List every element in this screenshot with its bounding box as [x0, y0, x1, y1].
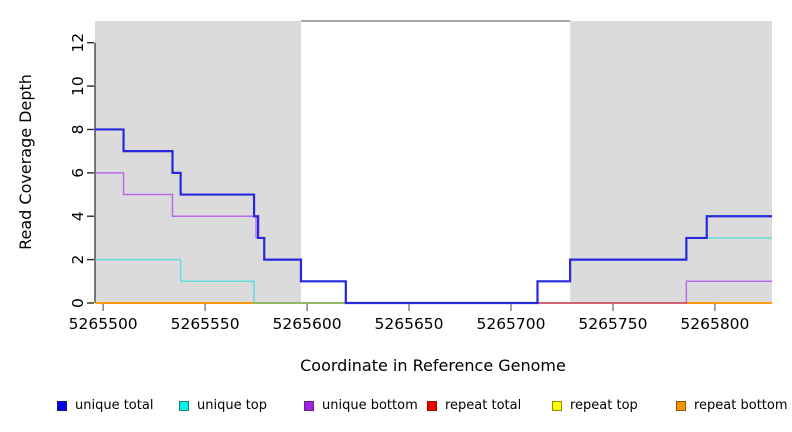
x-tick-label: 5265600	[273, 315, 342, 333]
repeat-total-swatch-icon	[427, 401, 437, 411]
y-axis-title: Read Coverage Depth	[16, 74, 35, 250]
y-tick-label: 4	[69, 211, 87, 221]
x-tick-label: 5265800	[680, 315, 749, 333]
legend-label: repeat total	[445, 398, 522, 413]
y-tick-label: 6	[69, 168, 87, 178]
y-tick-label: 0	[69, 298, 87, 308]
legend-item-repeat-bottom: repeat bottom	[676, 399, 788, 413]
unique-total-swatch-icon	[57, 401, 67, 411]
legend-label: repeat bottom	[694, 398, 788, 413]
y-tick-label: 8	[69, 125, 87, 135]
y-tick-label: 10	[69, 76, 87, 96]
repeat-top-swatch-icon	[552, 401, 562, 411]
legend-label: unique top	[197, 398, 268, 413]
legend-label: unique bottom	[322, 398, 418, 413]
x-tick-label: 5265650	[375, 315, 444, 333]
repeat-bottom-swatch-icon	[676, 401, 686, 411]
plot-area: 5265500 5265550 5265600 5265650 5265700 52657…	[69, 20, 772, 333]
x-tick-label: 5265500	[69, 315, 138, 333]
legend-label: unique total	[75, 398, 154, 413]
x-tick-label: 5265700	[476, 315, 545, 333]
y-tick-label: 12	[69, 33, 87, 53]
shaded-region	[95, 21, 301, 303]
legend-item-unique-bottom: unique bottom	[304, 399, 418, 413]
legend-item-unique-top: unique top	[179, 399, 267, 413]
y-tick-label: 2	[69, 255, 87, 265]
shaded-region	[570, 21, 772, 303]
legend-item-repeat-total: repeat total	[427, 399, 521, 413]
unique-bottom-swatch-icon	[304, 401, 314, 411]
series-unique-total	[95, 128, 772, 305]
legend-item-repeat-top: repeat top	[552, 399, 638, 413]
x-tick-label: 5265550	[171, 315, 240, 333]
unique-top-swatch-icon	[179, 401, 189, 411]
x-axis-title: Coordinate in Reference Genome	[300, 356, 566, 375]
legend-label: repeat top	[570, 398, 638, 413]
x-tick-label: 5265750	[578, 315, 647, 333]
legend-item-unique-total: unique total	[57, 399, 153, 413]
